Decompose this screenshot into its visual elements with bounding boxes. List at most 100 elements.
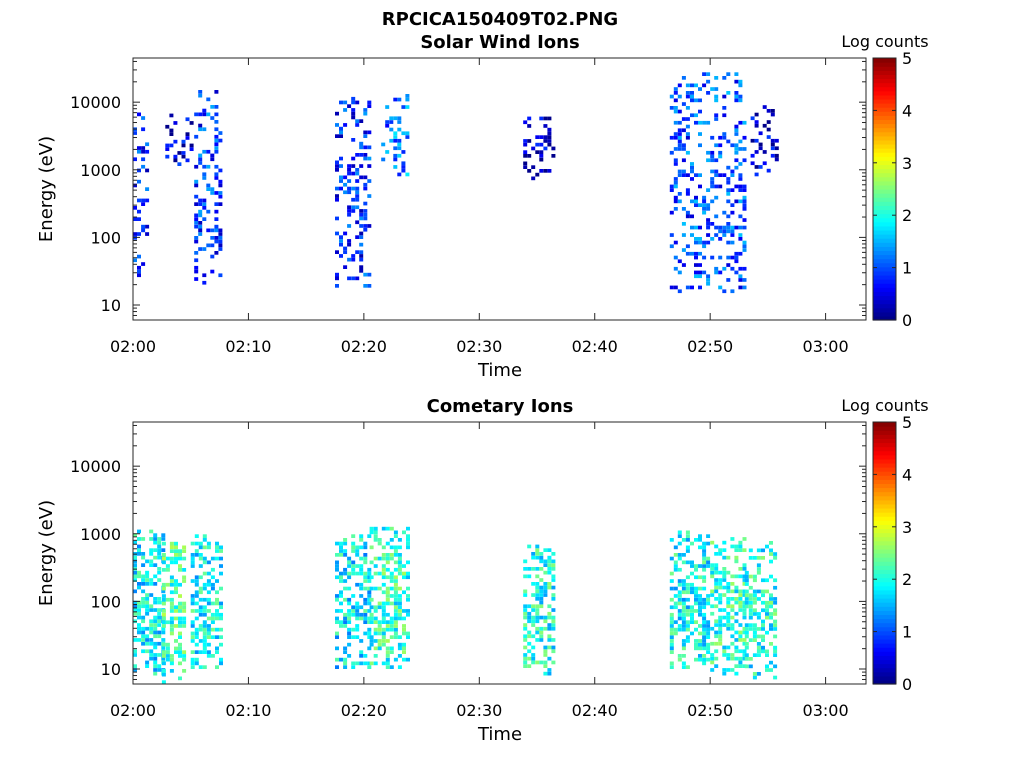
heatmap-cell <box>551 146 556 151</box>
colorbar-segment <box>873 426 896 431</box>
heatmap-cell <box>335 564 339 568</box>
heatmap-cell <box>355 123 360 127</box>
heatmap-cell <box>722 668 727 672</box>
heatmap-cell <box>373 530 378 535</box>
heatmap-cell <box>677 259 682 264</box>
heatmap-cell <box>214 209 219 214</box>
heatmap-cell <box>702 661 707 666</box>
heatmap-cell <box>178 564 182 568</box>
heatmap-cell <box>535 660 540 665</box>
heatmap-cell <box>406 571 410 576</box>
colorbar-segment <box>873 279 896 284</box>
heatmap-cell <box>685 534 690 538</box>
heatmap-cell <box>149 537 154 541</box>
heatmap-cell <box>393 138 398 143</box>
heatmap-cell <box>339 175 343 180</box>
colorbar-tick: 2 <box>873 570 912 589</box>
heatmap-cell <box>531 608 536 612</box>
heatmap-cell <box>527 154 532 158</box>
heatmap-cell <box>389 665 394 669</box>
heatmap-cell <box>169 132 174 136</box>
heatmap-cell <box>198 556 203 561</box>
heatmap-cell <box>738 540 743 545</box>
heatmap-cell <box>685 549 690 553</box>
heatmap-cell <box>347 612 352 617</box>
heatmap-cell <box>734 638 739 642</box>
heatmap-cell <box>535 630 540 635</box>
heatmap-cell <box>730 641 735 646</box>
heatmap-cell <box>393 616 398 621</box>
heatmap-cell <box>219 642 223 647</box>
heatmap-cell <box>215 549 219 553</box>
heatmap-cell <box>389 127 394 132</box>
y-tick: 100 <box>90 228 866 247</box>
heatmap-cell <box>210 243 215 248</box>
heatmap-cell <box>714 143 719 148</box>
heatmap-cell <box>169 631 174 636</box>
heatmap-cell <box>531 623 536 627</box>
heatmap-cell <box>673 132 678 136</box>
heatmap-cell <box>742 626 747 631</box>
heatmap-cell <box>730 210 735 215</box>
heatmap-cell <box>523 645 528 650</box>
heatmap-cell <box>543 593 548 597</box>
heatmap-cell <box>393 131 398 136</box>
heatmap-cell <box>706 278 711 282</box>
heatmap-cell <box>373 538 378 542</box>
heatmap-cell <box>381 620 386 624</box>
heatmap-cell <box>765 600 769 605</box>
heatmap-cell <box>551 638 556 642</box>
heatmap-cell <box>189 143 194 148</box>
heatmap-cell <box>765 612 769 616</box>
heatmap-cell <box>681 222 686 226</box>
heatmap-cell <box>694 83 698 88</box>
heatmap-cell <box>339 571 343 576</box>
heatmap-cell <box>734 124 739 129</box>
heatmap-cell <box>690 541 694 546</box>
heatmap-cell <box>339 553 343 557</box>
heatmap-cell <box>198 202 203 206</box>
heatmap-cell <box>367 224 372 228</box>
heatmap-cell <box>145 641 150 646</box>
heatmap-cell <box>198 228 203 233</box>
heatmap-cell <box>153 533 158 537</box>
heatmap-cell <box>141 228 146 233</box>
heatmap-cell <box>702 255 707 260</box>
heatmap-cell <box>742 638 747 642</box>
heatmap-cell <box>706 624 711 628</box>
heatmap-cell <box>367 567 372 572</box>
heatmap-cell <box>673 195 678 200</box>
heatmap-cell <box>198 665 203 669</box>
x-tick-label: 02:30 <box>456 337 502 356</box>
heatmap-cell <box>551 563 556 567</box>
heatmap-cell <box>165 147 170 151</box>
heatmap-cell <box>174 650 178 654</box>
heatmap-cell <box>685 538 690 542</box>
heatmap-cell <box>397 605 402 610</box>
heatmap-cell <box>153 634 158 639</box>
heatmap-cell <box>547 169 552 173</box>
colorbar-segment <box>873 561 896 566</box>
heatmap-cell <box>165 597 170 602</box>
heatmap-cell <box>393 135 398 139</box>
heatmap-cell <box>173 158 178 163</box>
heatmap-cell <box>726 229 731 234</box>
heatmap-cell <box>754 165 759 169</box>
heatmap-cell <box>153 645 158 650</box>
heatmap-cell <box>669 188 674 192</box>
heatmap-cell <box>773 675 778 680</box>
heatmap-cell <box>756 563 761 568</box>
heatmap-cell <box>706 541 711 546</box>
heatmap-cell <box>133 574 137 579</box>
heatmap-cell <box>202 571 207 576</box>
heatmap-cell <box>523 611 528 616</box>
heatmap-cell <box>698 120 702 125</box>
heatmap-cell <box>153 563 158 567</box>
colorbar-segment <box>873 585 896 591</box>
heatmap-cell <box>385 594 390 598</box>
heatmap-cell <box>178 556 182 561</box>
heatmap-cell <box>157 608 162 612</box>
heatmap-cell <box>690 590 694 595</box>
heatmap-cell <box>734 150 739 155</box>
heatmap-cell <box>677 94 682 99</box>
